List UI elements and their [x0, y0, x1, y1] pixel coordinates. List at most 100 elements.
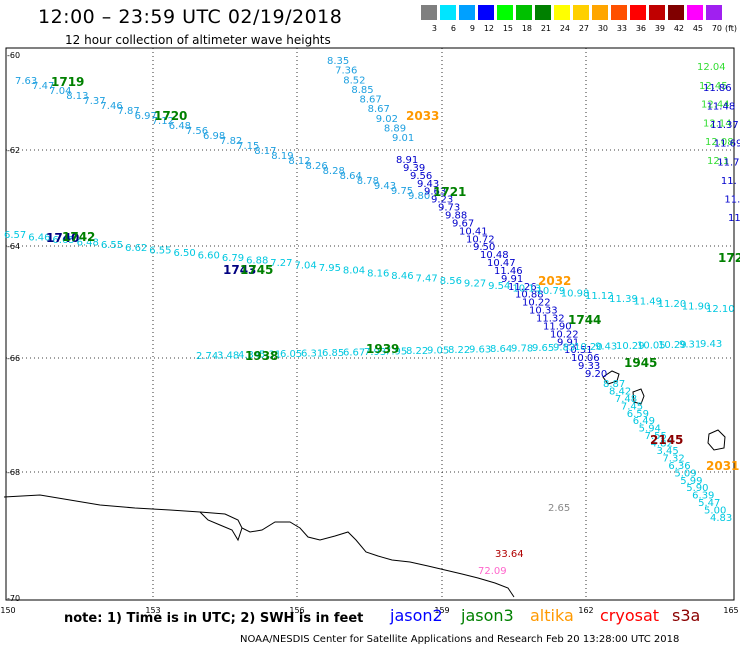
swh-value: 7.82: [220, 136, 242, 147]
lat-label: -62: [7, 146, 20, 155]
swh-value: 6.88: [246, 256, 268, 267]
swh-value: 8.17: [254, 146, 276, 157]
swh-value: 9.23: [431, 195, 453, 206]
swh-value: 9.43: [417, 179, 439, 190]
lon-label: 156: [289, 606, 304, 615]
graticule: -60 -62 -64 -66 -68 -70 150 153 156 159 162 165: [0, 48, 739, 615]
swh-value: 5.94: [639, 424, 661, 435]
scale-swatch: [573, 5, 589, 20]
swh-value: 10.33: [529, 306, 558, 317]
swh-value: 12.08: [705, 137, 734, 148]
coastline-inlet: [199, 511, 243, 542]
swh-value: 5.99: [680, 476, 702, 487]
swh-value: 9.80: [408, 191, 430, 202]
coastline-path: [3, 494, 515, 598]
swh-value: 11.90: [682, 301, 711, 312]
scale-label: 39: [654, 24, 665, 33]
swh-value: 6.97: [135, 111, 157, 122]
pass-time-label: 2032: [538, 274, 571, 288]
swh-value: 7.27: [270, 258, 292, 269]
lat-label: -70: [7, 594, 20, 603]
swh-value: 7.95: [319, 263, 341, 274]
scale-swatch: [668, 5, 684, 20]
swh-value: 12.10: [706, 304, 735, 315]
island-3: [707, 429, 726, 451]
pass-time-label: 1720: [154, 109, 187, 123]
swh-value: 5.47: [698, 498, 720, 509]
swh-value: 6.50: [173, 248, 195, 259]
legend-jason3: jason3: [461, 606, 514, 625]
swh-value: 7.63: [15, 76, 37, 87]
swh-value: 9.83: [553, 343, 575, 354]
swh-value: 9.27: [464, 278, 486, 289]
swh-value: 6.65: [52, 235, 74, 246]
swh-value: 10.41: [459, 226, 488, 237]
scale-swatch: [706, 5, 722, 20]
swh-value: 6.57: [4, 230, 26, 241]
swh-value: 3.45: [657, 446, 679, 457]
pass-time-label: 1939: [366, 342, 399, 356]
lon-label: 150: [0, 606, 15, 615]
swh-value: 7.55: [645, 431, 667, 442]
swh-value: 8.26: [305, 161, 327, 172]
pass-time-label: 1722: [718, 251, 740, 265]
swh-value: 7.04: [49, 86, 71, 97]
pass-time-label: 1742: [62, 230, 95, 244]
swh-value: 8.52: [343, 75, 365, 86]
island-1: [602, 370, 620, 385]
swh-value: 5.09: [674, 468, 696, 479]
swh-value: 8.35: [327, 56, 349, 67]
swh-value: 8.13: [66, 91, 88, 102]
swh-value: 10.29: [658, 340, 687, 351]
swh-value: 6.31: [301, 349, 323, 360]
swh-value: 8.89: [384, 123, 406, 134]
scale-swatch: [649, 5, 665, 20]
swh-value: 8.67: [368, 104, 390, 115]
swh-value: 10.47: [487, 258, 516, 269]
swh-value: 9.43: [595, 342, 617, 353]
swh-value: 4.34: [238, 350, 260, 361]
swh-value: 9.91: [557, 337, 579, 348]
swh-value: 2.65: [548, 503, 570, 514]
swh-value: 7.48: [615, 394, 637, 405]
swh-value: 11.7: [717, 157, 739, 168]
pass-time-label: 1938: [245, 349, 278, 363]
swh-value: 8.64: [490, 344, 512, 355]
scale-swatch: [630, 5, 646, 20]
pass-time-label: 2033: [406, 109, 439, 123]
swh-value: 6.67: [343, 348, 365, 359]
scale-label: 18: [521, 24, 532, 33]
swh-value: 9.39: [403, 163, 425, 174]
swh-value: 7.45: [621, 401, 643, 412]
swh-value: 9.67: [452, 218, 474, 229]
scale-label: 6: [450, 24, 456, 33]
pass-time-label: 1945: [624, 356, 657, 370]
pass-time-label: 1743: [223, 263, 256, 277]
swh-value: 11.12: [585, 291, 614, 302]
swh-value: 8.78: [357, 176, 379, 187]
swh-value: 11.37: [710, 120, 739, 131]
scale-label: 36: [635, 24, 646, 33]
scale-label: 42: [673, 24, 684, 33]
swh-value: 8.56: [440, 276, 462, 287]
chart-subtitle: 12 hour collection of altimeter wave hei…: [65, 33, 331, 47]
swh-value: 11: [728, 213, 740, 224]
swh-value: 2.74: [196, 351, 218, 362]
swh-value: 6.49: [633, 416, 655, 427]
swh-value: 8.42: [609, 386, 631, 397]
lat-label: -66: [7, 354, 20, 363]
lon-label: 159: [434, 606, 449, 615]
swh-value: 8.91: [396, 155, 418, 166]
swh-value: 6.39: [692, 491, 714, 502]
scale-label: 15: [502, 24, 513, 33]
swh-value: 10.06: [571, 353, 600, 364]
swh-value: 11.49: [633, 296, 662, 307]
swh-value: 10.29: [616, 341, 645, 352]
scale-swatch: [459, 5, 475, 20]
swh-value: 9.43: [374, 181, 396, 192]
legend-cryosat: cryosat: [600, 606, 660, 625]
swh-value: 10.13: [512, 284, 541, 295]
lat-label: -64: [7, 242, 20, 251]
scale-swatch: [497, 5, 513, 20]
